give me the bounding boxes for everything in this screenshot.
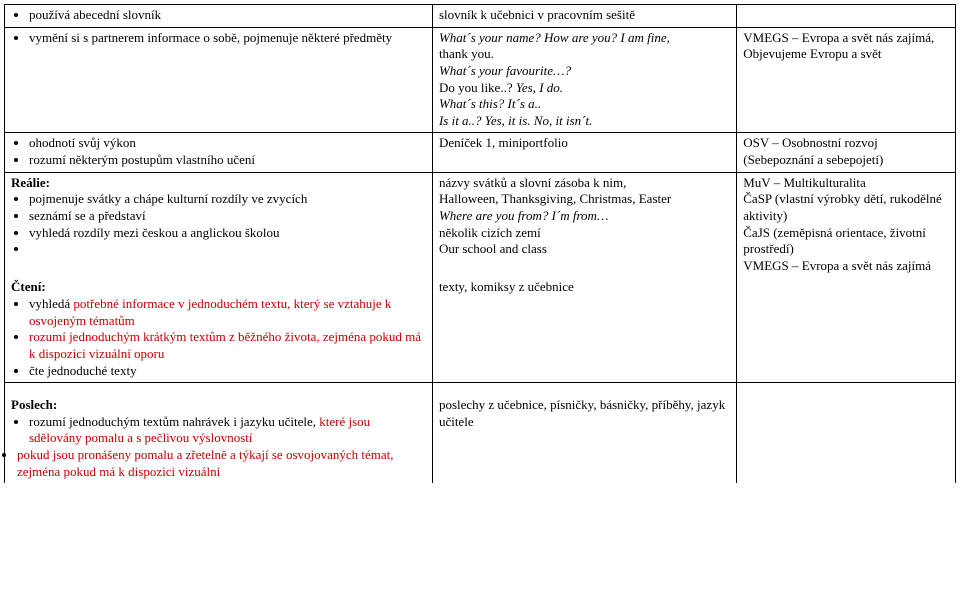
cross-ref: ČaJS (zeměpisná orientace, životní prost… [743,225,926,257]
cell-col3 [737,277,956,382]
content-text: několik cizích zemí [439,225,541,240]
list-item: pojmenuje svátky a chápe kulturní rozdíl… [29,191,426,208]
example-text: Do you like..? [439,80,516,95]
cell-col3 [737,5,956,28]
cell-col2: poslechy z učebnice, písničky, básničky,… [432,383,736,484]
highlighted-text: potřebné informace v jednoduchém textu, … [29,296,391,328]
table-row: Čtení: vyhledá potřebné informace v jedn… [5,277,956,382]
cell-col1: Čtení: vyhledá potřebné informace v jedn… [5,277,433,382]
table-row: používá abecední slovník slovník k učebn… [5,5,956,28]
cross-ref: VMEGS – Evropa a svět nás zajímá, Objevu… [743,30,934,62]
cell-col2: texty, komiksy z učebnice [432,277,736,382]
cell-col1: ohodnotí svůj výkon rozumí některým post… [5,133,433,172]
cell-col1: Reálie: pojmenuje svátky a chápe kulturn… [5,172,433,277]
example-text: Yes, I do. [516,80,563,95]
list-item: používá abecední slovník [29,7,426,24]
list-item: rozumí některým postupům vlastního učení [29,152,426,169]
cell-col1: vymění si s partnerem informace o sobě, … [5,27,433,133]
list-item: čte jednoduché texty [29,363,426,380]
curriculum-table: používá abecední slovník slovník k učebn… [4,4,956,483]
section-heading-cteni: Čtení: [11,279,46,294]
cell-col2: What´s your name? How are you? I am fine… [432,27,736,133]
example-text: thank you. [439,46,494,61]
cell-col1: Poslech: rozumí jednoduchým textům nahrá… [5,383,433,484]
list-item: ohodnotí svůj výkon [29,135,426,152]
list-item: pokud jsou pronášeny pomalu a zřetelně a… [17,447,426,480]
table-row: Reálie: pojmenuje svátky a chápe kulturn… [5,172,956,277]
example-text: What´s your name? How are you? I am fine… [439,30,670,45]
cell-col3 [737,383,956,484]
cross-ref: MuV – Multikulturalita [743,175,866,190]
list-item: vyhledá potřebné informace v jednoduchém… [29,296,426,329]
example-text: What´s your favourite…? [439,63,571,78]
content-text: poslechy z učebnice, písničky, básničky,… [439,397,725,429]
example-text: What´s this? It´s a.. [439,96,541,111]
list-item: rozumí jednoduchým textům nahrávek i jaz… [29,414,426,447]
cell-col3: VMEGS – Evropa a svět nás zajímá, Objevu… [737,27,956,133]
example-text: Is it a..? Yes, it is. No, it isn´t. [439,113,592,128]
cell-col3: MuV – Multikulturalita ČaSP (vlastní výr… [737,172,956,277]
list-item: vymění si s partnerem informace o sobě, … [29,30,426,47]
table-row: ohodnotí svůj výkon rozumí některým post… [5,133,956,172]
highlighted-text: pokud jsou pronášeny pomalu a zřetelně a… [17,447,394,479]
table-row: Poslech: rozumí jednoduchým textům nahrá… [5,383,956,484]
cell-col1: používá abecední slovník [5,5,433,28]
list-item: rozumí jednoduchým krátkým textům z běžn… [29,329,426,362]
content-text: Halloween, Thanksgiving, Christmas, East… [439,191,671,206]
list-item: seznámí se a představí [29,208,426,225]
table-row: vymění si s partnerem informace o sobě, … [5,27,956,133]
highlighted-text: rozumí jednoduchým krátkým textům z běžn… [29,329,421,361]
section-heading-realie: Reálie: [11,175,50,190]
content-text: názvy svátků a slovní zásoba k nim, [439,175,626,190]
list-item: vyhledá rozdíly mezi českou a anglickou … [29,225,426,242]
cross-ref: ČaSP (vlastní výrobky dětí, rukodělné ak… [743,191,941,223]
list-item [29,241,426,258]
cell-col2: názvy svátků a slovní zásoba k nim, Hall… [432,172,736,277]
cell-col3: OSV – Osobnostní rozvoj (Sebepoznání a s… [737,133,956,172]
cell-col2: slovník k učebnici v pracovním sešitě [432,5,736,28]
content-text: Our school and class [439,241,547,256]
cross-ref: VMEGS – Evropa a svět nás zajímá [743,258,931,273]
cell-col2: Deníček 1, miniportfolio [432,133,736,172]
section-heading-poslech: Poslech: [11,397,57,412]
example-text: Where are you from? I´m from… [439,208,609,223]
